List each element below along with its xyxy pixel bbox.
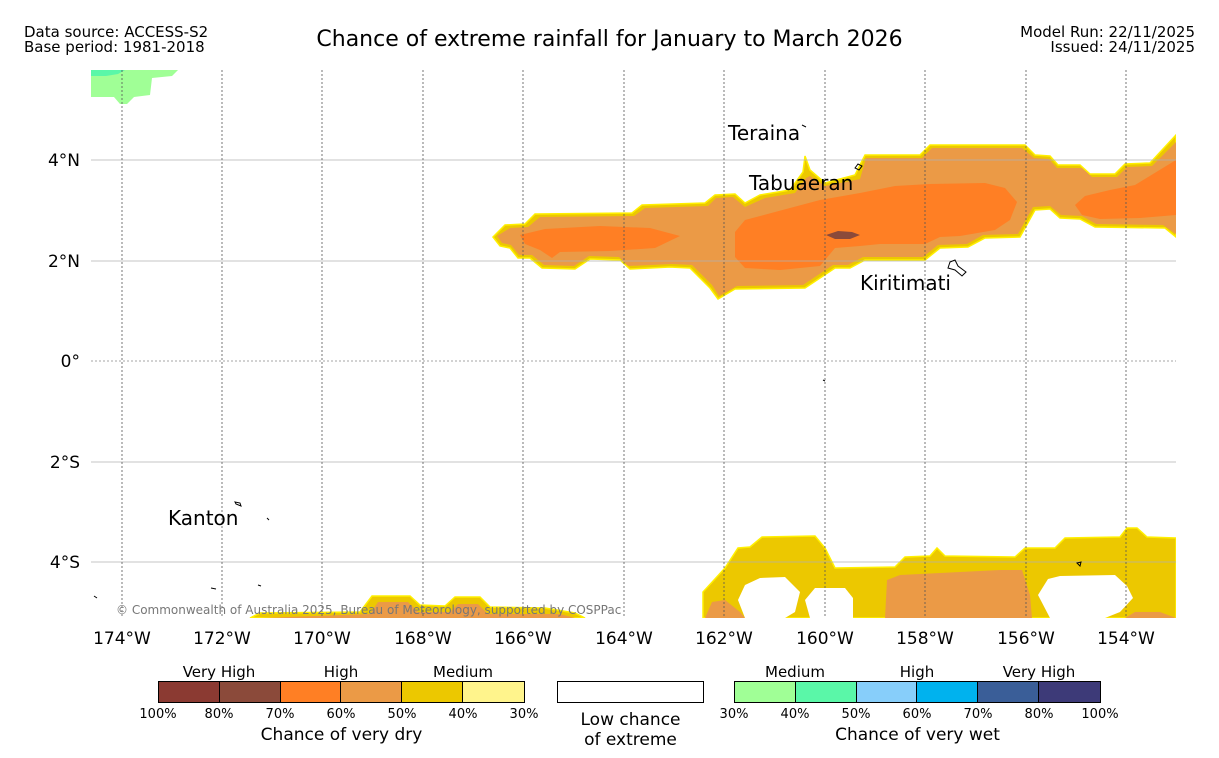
wet-region-medium xyxy=(91,70,178,104)
kiritimati-island xyxy=(947,259,967,277)
lat-label: 2°N xyxy=(48,252,80,272)
legend-wet-pct: 100% xyxy=(1081,707,1119,722)
legend-swatch xyxy=(856,682,918,702)
small-island-6 xyxy=(822,379,826,382)
place-label-tabuaeran: Tabuaeran xyxy=(748,171,853,195)
legend-swatch xyxy=(795,682,857,702)
lat-tick-labels: 4°N 2°N 0° 2°S 4°S xyxy=(48,151,80,573)
legend-swatch xyxy=(735,682,796,702)
place-labels: Teraina Tabuaeran Kiritimati Kanton xyxy=(168,121,951,530)
small-island-3 xyxy=(93,595,98,599)
legend-dry-pct: 30% xyxy=(509,707,539,722)
model-run-text: Model Run: 22/11/2025 xyxy=(1020,23,1195,41)
legend-swatch xyxy=(402,682,464,702)
base-period-text: Base period: 1981-2018 xyxy=(24,38,205,56)
lon-label: 164°W xyxy=(595,629,653,649)
small-island-1 xyxy=(210,587,217,590)
legend-wet-pct: 70% xyxy=(963,707,993,722)
legend-swatch xyxy=(341,682,403,702)
lon-label: 156°W xyxy=(997,629,1055,649)
legend-swatch xyxy=(463,682,524,702)
kanton-island xyxy=(234,501,242,507)
map-plot-area: © Commonwealth of Australia 2025, Bureau… xyxy=(91,70,1176,618)
legend-wet-title: Chance of very wet xyxy=(835,725,1000,745)
lon-label: 174°W xyxy=(93,629,151,649)
rainfall-map: © Commonwealth of Australia 2025, Bureau… xyxy=(48,70,1176,649)
dry-region-high-60-west xyxy=(520,226,680,258)
legend-low-line1: Low chance xyxy=(580,710,681,730)
legend-swatch xyxy=(978,682,1040,702)
issued-text: Issued: 24/11/2025 xyxy=(1050,38,1195,56)
dry-region-high-south-1 xyxy=(885,570,1032,618)
dry-region-high-south-2 xyxy=(705,600,745,618)
lon-label: 158°W xyxy=(896,629,954,649)
lon-label: 172°W xyxy=(193,629,251,649)
data-source-text: Data source: ACCESS-S2 xyxy=(24,23,209,41)
lat-gridlines xyxy=(91,159,1176,563)
legend-swatch xyxy=(159,682,220,702)
low-chance-hole-1 xyxy=(738,577,800,618)
lat-label: 4°N xyxy=(48,151,80,171)
legend-dry-category: Very High xyxy=(182,663,256,681)
place-label-kiritimati: Kiritimati xyxy=(860,271,951,295)
lon-label: 154°W xyxy=(1097,629,1155,649)
lon-label: 170°W xyxy=(293,629,351,649)
place-label-kanton: Kanton xyxy=(168,506,238,530)
lon-gridlines xyxy=(121,70,1127,618)
island-outlines xyxy=(93,124,1082,599)
dry-region-veryhigh-spot xyxy=(826,231,860,239)
legend-swatch xyxy=(280,682,342,702)
lat-label: 2°S xyxy=(50,453,80,473)
dry-region-high-60-east xyxy=(1075,160,1176,219)
legend-wet-category: High xyxy=(899,663,935,681)
lon-label: 162°W xyxy=(695,629,753,649)
legend-dry-pct: 100% xyxy=(139,707,177,722)
dry-region-medium-south-west xyxy=(249,595,586,618)
tabuaeran-island xyxy=(854,163,863,171)
low-chance-hole-3 xyxy=(1038,575,1133,618)
dry-region-high-south-3 xyxy=(1125,612,1176,618)
legend-swatch xyxy=(917,682,979,702)
legend-wet-pct: 50% xyxy=(841,707,871,722)
copyright-text: © Commonwealth of Australia 2025, Bureau… xyxy=(116,603,621,617)
teraina-island xyxy=(801,124,807,128)
legend-low-line2: of extreme xyxy=(584,730,677,750)
page-title: Chance of extreme rainfall for January t… xyxy=(316,27,903,52)
legend-dry-title: Chance of very dry xyxy=(260,725,423,745)
legend-wet-pct: 30% xyxy=(719,707,749,722)
small-island-4 xyxy=(266,517,270,521)
lon-label: 166°W xyxy=(494,629,552,649)
wet-region-medium-40 xyxy=(91,70,125,76)
dry-region-high-south-4 xyxy=(260,602,575,618)
legend-dry-category: High xyxy=(323,663,359,681)
legend-dry-swatches xyxy=(158,681,525,703)
dry-region-high-60-central xyxy=(735,183,1017,270)
lon-label: 168°W xyxy=(394,629,452,649)
legend-dry-pct: 70% xyxy=(265,707,295,722)
legend-wet-pct: 40% xyxy=(780,707,810,722)
lat-label: 0° xyxy=(61,352,80,372)
legend-wet-swatches xyxy=(734,681,1101,703)
place-label-teraina: Teraina xyxy=(727,121,800,145)
legend-dry-pct: 80% xyxy=(204,707,234,722)
legend-wet-category: Medium xyxy=(765,663,825,681)
legend-wet-category: Very High xyxy=(1002,663,1076,681)
legend-wet-pct: 60% xyxy=(902,707,932,722)
legend-dry-pct: 40% xyxy=(448,707,478,722)
legend-dry-pct: 60% xyxy=(326,707,356,722)
legend-wet-pct: 80% xyxy=(1024,707,1054,722)
lon-tick-labels: 174°W 172°W 170°W 168°W 166°W 164°W 162°… xyxy=(93,629,1155,649)
legend-swatch xyxy=(1039,682,1100,702)
legend-swatch xyxy=(219,682,281,702)
lon-label: 160°W xyxy=(796,629,854,649)
small-island-2 xyxy=(257,584,262,587)
legend-low-chance-swatch xyxy=(557,681,704,703)
legend-dry-category: Medium xyxy=(433,663,493,681)
lat-label: 4°S xyxy=(50,553,80,573)
legend-dry-pct: 50% xyxy=(387,707,417,722)
low-chance-hole-2 xyxy=(805,588,853,618)
legend-low-chance-label: Low chance of extreme xyxy=(557,710,704,750)
small-island-5 xyxy=(1076,561,1082,567)
